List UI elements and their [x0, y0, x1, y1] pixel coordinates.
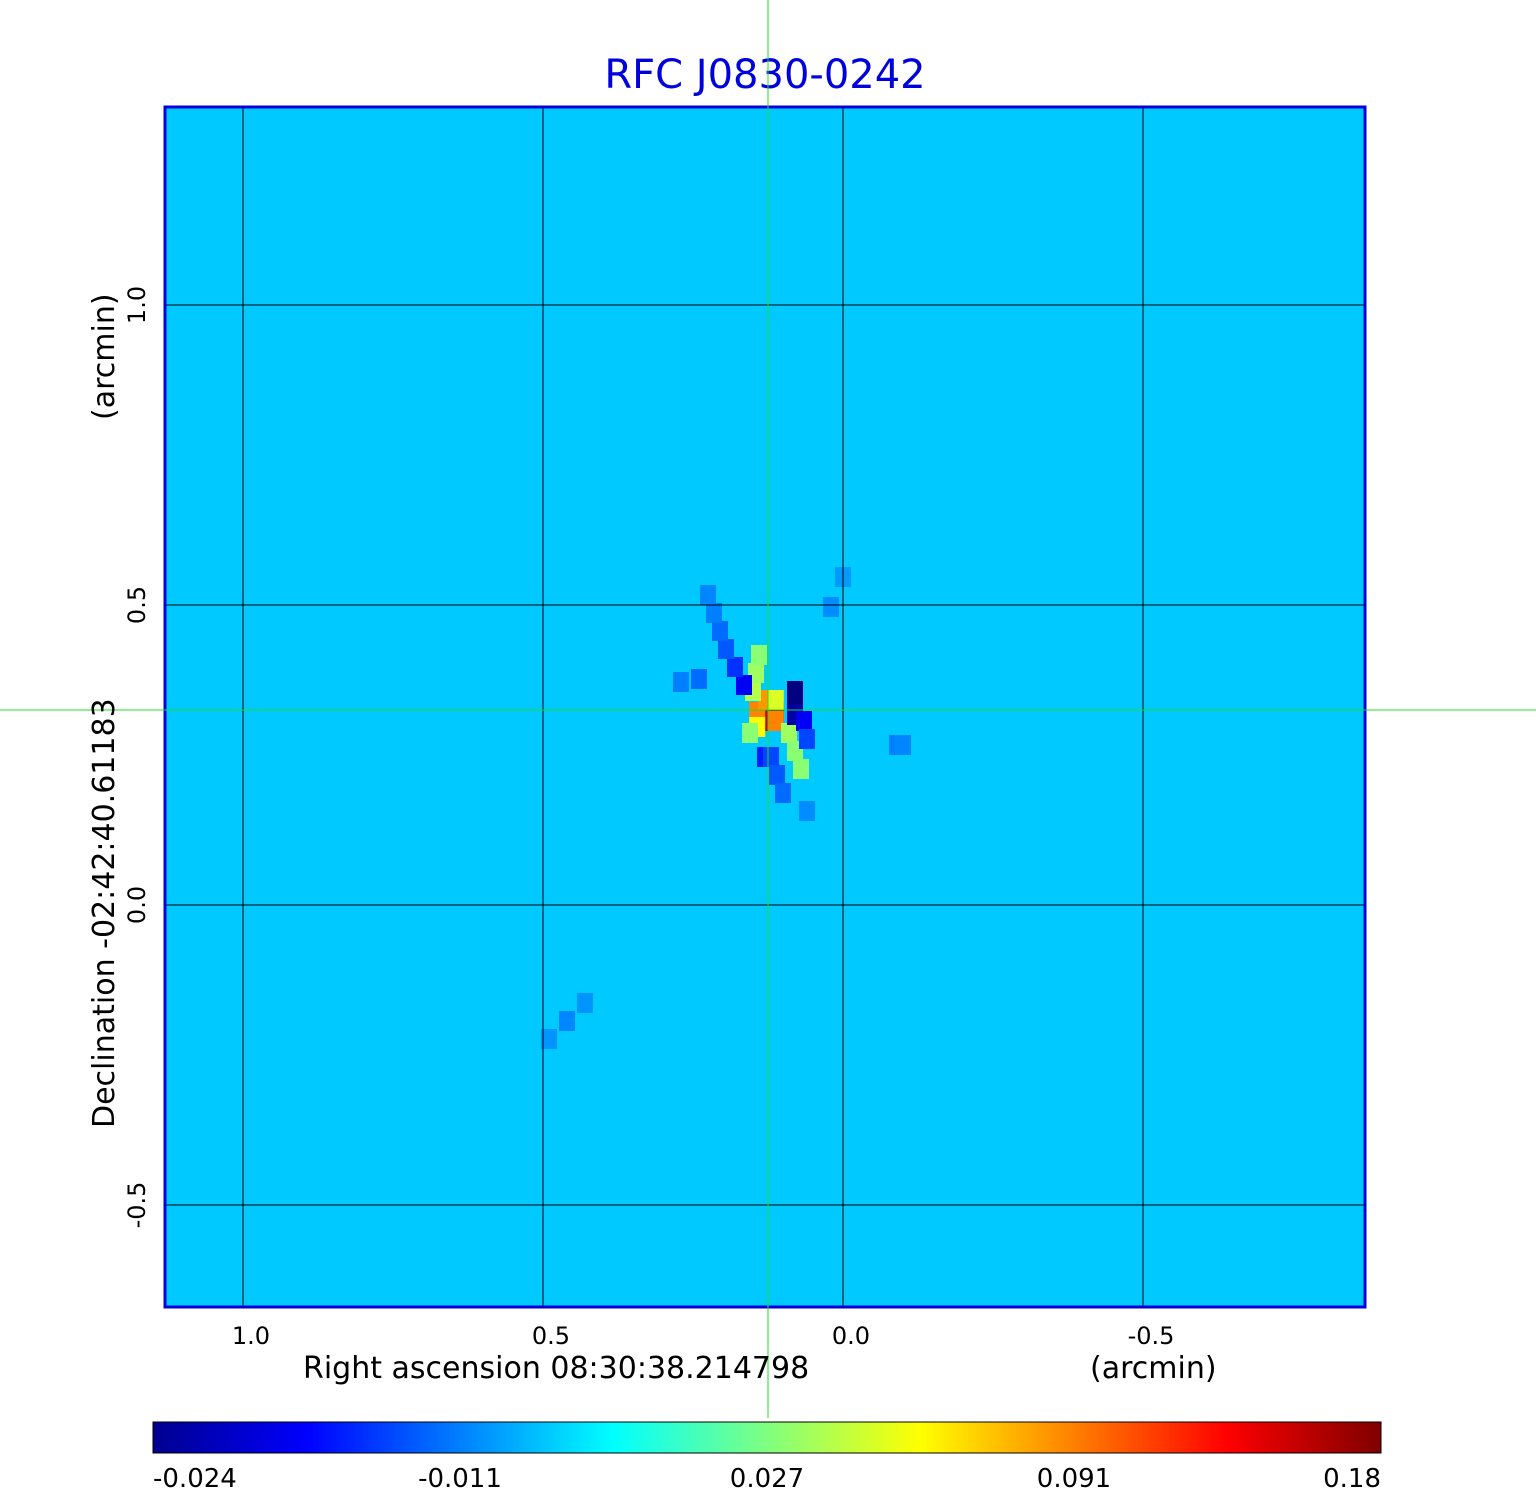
chart-title: RFC J0830-0242 [604, 52, 925, 98]
image-pixel [775, 783, 791, 803]
image-pixel [712, 621, 728, 641]
x-tick-labels: 1.0 0.5 0.0 -0.5 [232, 1322, 1175, 1350]
y-tick-labels: 1.0 0.5 0.0 -0.5 [123, 286, 151, 1229]
y-axis-unit: (arcmin) [87, 293, 122, 420]
image-features [541, 567, 911, 1049]
image-pixel [769, 765, 785, 785]
x-axis-label: Right ascension 08:30:38.214798 [303, 1351, 809, 1386]
y-tick-label: 0.5 [123, 586, 151, 624]
image-pixel [781, 723, 797, 743]
colorbar: -0.024 -0.011 0.027 0.091 0.18 [152, 1421, 1382, 1494]
x-tick-label: -0.5 [1128, 1322, 1175, 1350]
image-pixel [706, 603, 722, 623]
y-tick-label: 1.0 [123, 286, 151, 324]
image-pixel [541, 1029, 557, 1049]
plot-frame [163, 105, 1367, 1309]
grid-lines [165, 107, 1365, 1307]
image-pixel [823, 597, 839, 617]
image-pixel [691, 669, 707, 689]
image-pixel [799, 801, 815, 821]
y-tick-label: 0.0 [123, 886, 151, 924]
image-pixel [577, 993, 593, 1013]
colorbar-tick-label: -0.011 [418, 1464, 502, 1494]
image-pixel [700, 585, 716, 605]
image-pixel [673, 672, 689, 692]
image-pixel [895, 735, 911, 755]
image-pixel [718, 639, 734, 659]
x-tick-label: 0.5 [532, 1322, 570, 1350]
crosshair [0, 0, 1536, 1418]
image-pixel [799, 729, 815, 749]
image-pixel [767, 711, 784, 731]
image-pixel [796, 711, 812, 731]
x-tick-label: 1.0 [232, 1322, 270, 1350]
colorbar-tick-label: 0.027 [730, 1464, 804, 1494]
colorbar-tick-label: 0.091 [1037, 1464, 1111, 1494]
y-axis-label: Declination -02:42:40.61183 [87, 698, 122, 1128]
colorbar-tick-label: -0.024 [153, 1464, 237, 1494]
image-pixel [763, 747, 779, 767]
colorbar-gradient [152, 1421, 1382, 1454]
colorbar-tick-labels: -0.024 -0.011 0.027 0.091 0.18 [153, 1464, 1381, 1494]
colorbar-tick-label: 0.18 [1323, 1464, 1381, 1494]
image-pixel [793, 759, 809, 779]
image-pixel [736, 675, 752, 695]
image-pixel [767, 690, 784, 710]
image-pixel [559, 1011, 575, 1031]
image-pixel [727, 657, 743, 677]
x-axis-unit: (arcmin) [1090, 1351, 1217, 1386]
y-tick-label: -0.5 [123, 1182, 151, 1229]
x-tick-label: 0.0 [832, 1322, 870, 1350]
image-pixel [751, 645, 767, 665]
plot-area [163, 105, 1367, 1309]
image-pixel [742, 723, 758, 743]
